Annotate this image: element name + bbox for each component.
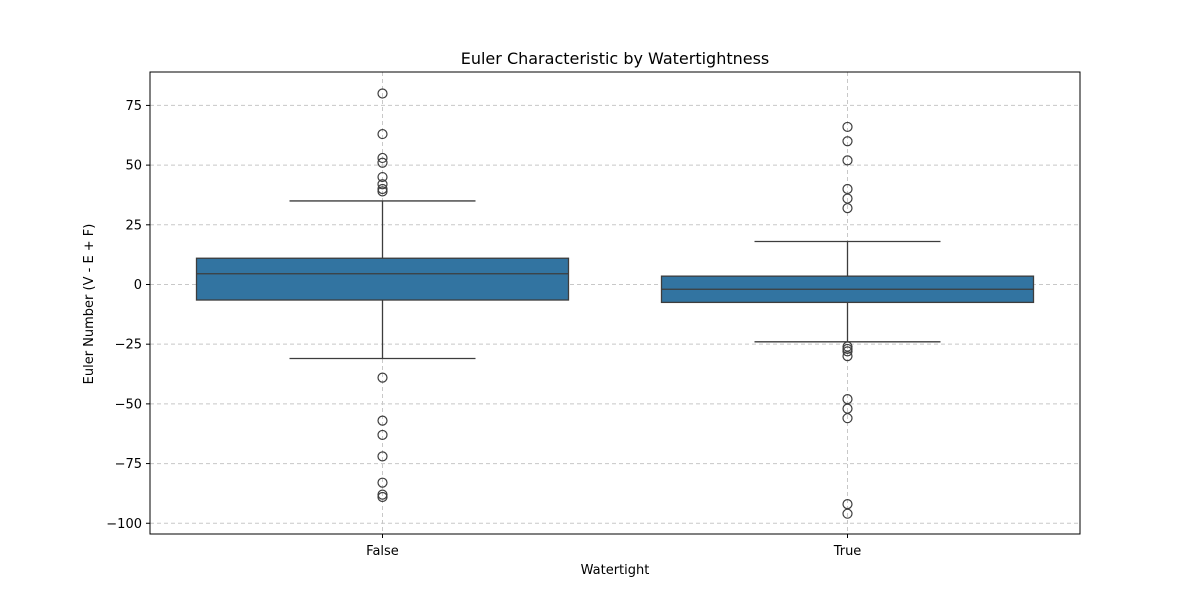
outlier-point xyxy=(377,186,388,197)
y-tick-label: 25 xyxy=(125,218,142,233)
outlier-point xyxy=(842,202,853,214)
tick-layer: 75 50 25 0 −25 −50 −75 −100 False True xyxy=(106,99,861,559)
x-tick-label: False xyxy=(366,544,399,559)
outlier-point xyxy=(842,155,853,166)
outlier-point xyxy=(377,152,388,164)
outlier-point xyxy=(842,413,853,424)
outlier-point xyxy=(842,136,853,147)
outlier-point xyxy=(377,88,388,99)
y-tick-label: −25 xyxy=(115,338,142,353)
plot-frame xyxy=(149,71,1081,535)
y-tick-label: −75 xyxy=(115,457,142,472)
outlier-point xyxy=(377,171,388,183)
outlier-point xyxy=(842,508,853,519)
outlier-point xyxy=(377,415,388,426)
y-tick-label: −50 xyxy=(115,397,142,412)
box-layer xyxy=(195,88,1035,519)
chart-title: Euler Characteristic by Watertightness xyxy=(461,49,770,68)
y-tick-label: 0 xyxy=(134,278,142,293)
iqr-box xyxy=(195,257,570,301)
y-tick-label: −100 xyxy=(106,517,142,532)
outlier-point xyxy=(377,491,388,503)
box-group-true xyxy=(660,121,1035,519)
y-tick-label: 50 xyxy=(125,159,142,174)
y-tick-label: 75 xyxy=(125,99,142,114)
outlier-point xyxy=(377,451,388,462)
outlier-point xyxy=(377,429,388,441)
outlier-point xyxy=(842,346,853,357)
outlier-point xyxy=(377,477,388,488)
outlier-point xyxy=(377,128,388,140)
outlier-point xyxy=(377,372,388,383)
x-tick-label: True xyxy=(833,544,862,559)
outlier-point xyxy=(377,157,388,168)
x-axis-label: Watertight xyxy=(581,563,650,578)
box-group-false xyxy=(195,88,570,503)
y-axis-label: Euler Number (V - E + F) xyxy=(82,224,97,385)
outlier-point xyxy=(377,179,388,190)
outlier-point xyxy=(842,121,853,133)
outlier-point xyxy=(842,351,853,362)
